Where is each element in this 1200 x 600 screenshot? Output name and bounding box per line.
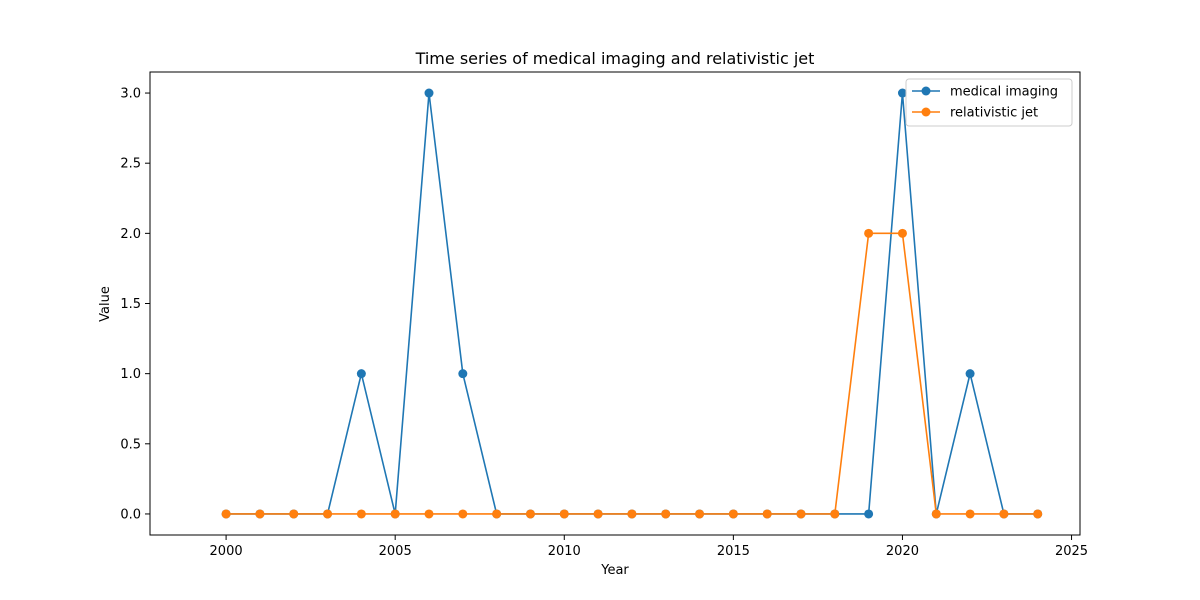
data-point [965,509,975,519]
legend-marker-1 [921,86,931,96]
y-tick-label: 1.5 [120,297,141,312]
data-point [661,509,671,519]
y-tick-label: 2.5 [120,157,141,172]
x-tick-label: 2020 [886,544,919,559]
data-point [796,509,806,519]
data-point [525,509,535,519]
y-tick-label: 0.5 [120,437,141,452]
x-tick-label: 2005 [379,544,412,559]
data-point [1033,509,1043,519]
legend-label-2: relativistic jet [950,106,1038,121]
data-point [864,228,874,238]
data-point [999,509,1009,519]
data-point [559,509,569,519]
data-point [424,509,434,519]
data-point [897,228,907,238]
data-point [728,509,738,519]
x-tick-label: 2015 [717,544,750,559]
data-point [356,369,366,379]
x-tick-label: 2000 [210,544,243,559]
legend-marker-2 [921,107,931,117]
data-point [424,88,434,98]
plot-area: 2000 2005 2010 2015 2020 2025 0.0 0.5 1.0 1.5 2.0 2… [120,71,1088,559]
data-point [458,509,468,519]
y-axis-title: Value [98,286,113,322]
data-point [255,509,265,519]
y-tick-label: 0.0 [120,507,141,522]
data-point [390,509,400,519]
data-point [627,509,637,519]
legend-box [905,78,1073,127]
y-tick-label: 3.0 [120,87,141,102]
data-point [864,509,874,519]
x-tick-label: 2010 [548,544,581,559]
axes-frame [149,71,1081,536]
x-tick-label: 2025 [1055,544,1088,559]
data-point [323,509,333,519]
data-point [762,509,772,519]
legend: medical imaging relativistic jet [905,78,1073,127]
y-tick-label: 2.0 [120,227,141,242]
x-axis-title: Year [600,563,629,578]
data-point [897,88,907,98]
legend-label-1: medical imaging [950,85,1058,100]
data-point [965,369,975,379]
y-tick-label: 1.0 [120,367,141,382]
data-point [221,509,231,519]
data-point [458,369,468,379]
data-point [593,509,603,519]
data-point [830,509,840,519]
chart-title: Time series of medical imaging and relat… [415,49,815,68]
data-point [289,509,299,519]
data-point [492,509,502,519]
data-point [356,509,366,519]
data-point [695,509,705,519]
data-point [931,509,941,519]
